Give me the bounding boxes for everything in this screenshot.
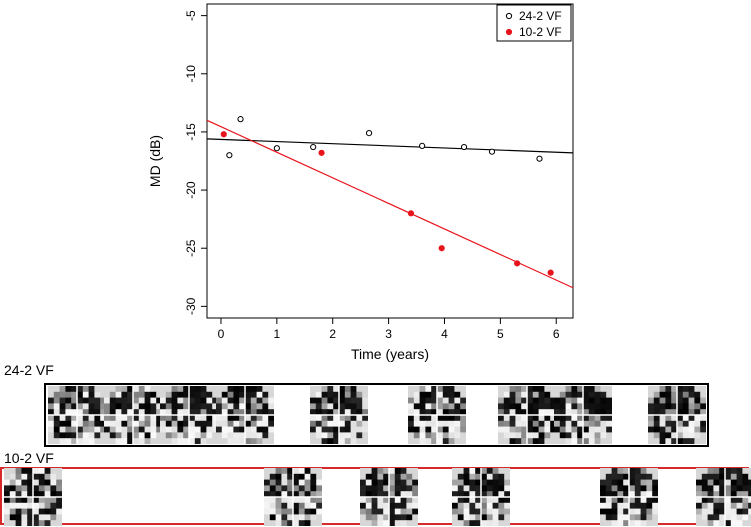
visual-field-map: [408, 386, 466, 444]
y-tick-label: -25: [184, 239, 198, 257]
data-point-10-2: [318, 149, 325, 156]
visual-field-map: [160, 386, 218, 444]
y-tick-label: -5: [184, 10, 198, 21]
x-tick-label: 2: [329, 327, 336, 341]
strip-label-10-2: 10-2 VF: [4, 450, 54, 466]
data-point-10-2: [220, 131, 227, 138]
visual-field-map: [600, 468, 658, 526]
x-tick-label: 0: [218, 327, 225, 341]
data-point-24-2: [273, 145, 280, 152]
plot-frame: [206, 3, 574, 319]
visual-field-map: [696, 468, 751, 526]
data-point-24-2: [488, 148, 496, 155]
data-point-24-2: [460, 143, 468, 151]
data-point-24-2: [419, 142, 426, 149]
y-tick-label: -30: [184, 297, 198, 315]
x-tick-label: 4: [441, 327, 448, 341]
data-point-10-2: [514, 260, 521, 267]
strip-label-24-2: 24-2 VF: [4, 362, 54, 378]
trend-line-24-2: [206, 138, 574, 154]
y-tick-label: -15: [184, 123, 198, 141]
y-tick-label: -10: [184, 65, 198, 83]
data-point-24-2: [310, 143, 317, 151]
visual-field-map: [264, 468, 322, 526]
data-point-24-2: [237, 116, 244, 123]
visual-field-map: [360, 468, 418, 526]
legend-label: 10-2 VF: [519, 25, 562, 39]
visual-field-map: [4, 468, 62, 526]
data-point-24-2: [365, 129, 373, 137]
legend-marker: [505, 12, 513, 20]
visual-field-map: [48, 386, 106, 444]
x-tick-label: 3: [385, 327, 392, 341]
md-time-chart: 0 1 2 3 4 5 6 -5 -10 -15 -20 -25 -30 Time (years) MD (…: [147, 3, 574, 362]
x-tick-label: 5: [497, 327, 504, 341]
visual-field-map: [554, 386, 612, 444]
visual-field-map: [216, 386, 274, 444]
y-tick-label: -20: [184, 181, 198, 199]
vf-strip-10-2: [0, 467, 751, 526]
visual-field-map: [498, 386, 556, 444]
legend-label: 24-2 VF: [519, 9, 562, 23]
visual-field-map: [310, 386, 368, 444]
data-point-10-2: [438, 245, 445, 252]
visual-field-map: [452, 468, 510, 526]
x-tick-label: 6: [553, 327, 560, 341]
y-axis-label: MD (dB): [147, 135, 163, 187]
x-tick-label: 1: [274, 327, 281, 341]
visual-field-map: [648, 386, 706, 444]
vf-strip-24-2: [44, 383, 709, 447]
data-point-10-2: [547, 269, 554, 276]
data-point-10-2: [407, 210, 415, 217]
legend-marker: [505, 28, 513, 36]
x-axis-label: Time (years): [351, 346, 429, 362]
trend-line-10-2: [206, 119, 574, 289]
data-point-24-2: [226, 152, 233, 159]
data-point-24-2: [536, 155, 543, 162]
visual-field-map: [104, 386, 162, 444]
